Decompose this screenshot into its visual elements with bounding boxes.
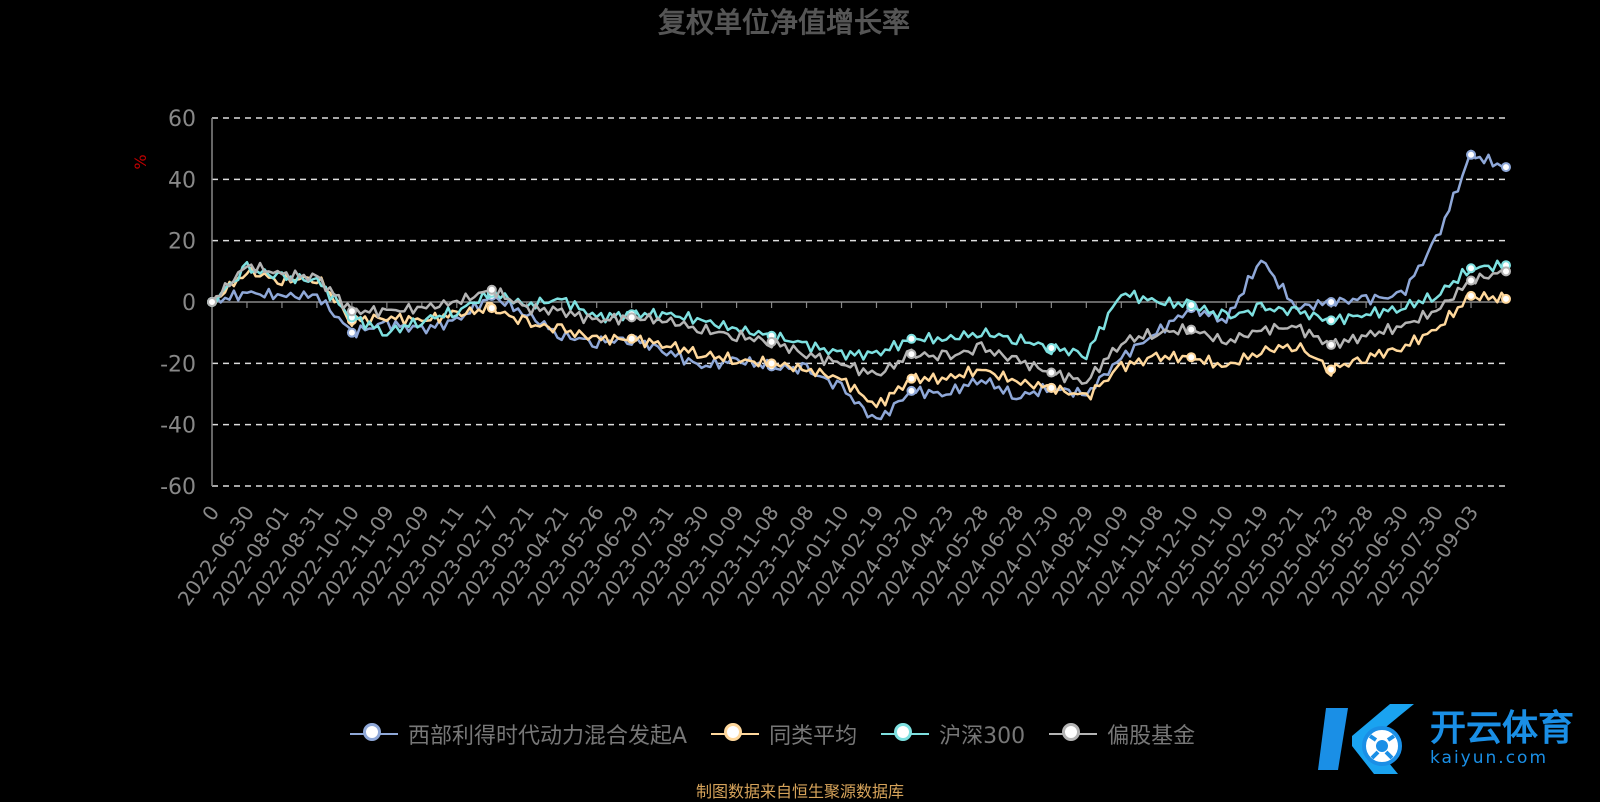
data-point (346, 306, 357, 317)
legend-label: 沪深300 (939, 724, 1026, 749)
data-point (1466, 149, 1477, 160)
data-point (1186, 300, 1197, 311)
legend-item-peer-average[interactable]: 同类平均 (711, 718, 857, 750)
data-point (766, 336, 777, 347)
data-point (626, 312, 637, 323)
series-line (211, 259, 1507, 361)
data-point (346, 327, 357, 338)
data-point (906, 373, 917, 384)
brand-domain: kaiyun.com (1430, 748, 1549, 768)
brand-name: 开云体育 (1430, 708, 1575, 749)
data-point (906, 385, 917, 396)
data-point (906, 333, 917, 344)
data-point (766, 358, 777, 369)
data-point (1466, 263, 1477, 274)
data-point (1326, 339, 1337, 350)
data-point (1326, 315, 1337, 326)
series-line (211, 266, 1508, 409)
series-line (211, 149, 1507, 421)
data-point (207, 297, 217, 307)
data-point (906, 349, 917, 360)
legend-symbol-icon (350, 722, 398, 746)
x-tick-label: 0 (197, 501, 224, 525)
legend-symbol-icon (881, 722, 930, 746)
data-point (1186, 324, 1197, 335)
y-tick-label: 40 (168, 168, 196, 193)
legend-item-fund[interactable]: 西部利得时代动力混合发起A (350, 718, 687, 750)
series-line (211, 261, 1507, 385)
kaiyun-logo-icon (1318, 704, 1414, 774)
data-point (1326, 297, 1337, 307)
y-tick-label: -40 (160, 414, 196, 439)
data-source-note: 制图数据来自恒生聚源数据库 (695, 782, 904, 801)
legend: 西部利得时代动力混合发起A 同类平均 沪深300 偏股基金 (350, 718, 1195, 750)
data-point (1501, 293, 1511, 304)
legend-item-csi300[interactable]: 沪深300 (881, 718, 1025, 750)
legend-item-equity-funds[interactable]: 偏股基金 (1049, 718, 1195, 750)
data-point (626, 333, 637, 344)
legend-label: 同类平均 (769, 724, 858, 749)
data-point (1501, 266, 1511, 277)
data-point (1326, 364, 1337, 375)
y-axis-label: % (131, 154, 150, 169)
brand-watermark: 开云体育 kaiyun.com (1318, 700, 1574, 778)
y-tick-label: 20 (168, 230, 196, 255)
legend-symbol-icon (1049, 722, 1098, 746)
y-tick-label: 60 (168, 107, 196, 132)
legend-label: 偏股基金 (1107, 724, 1196, 749)
data-point (1046, 367, 1057, 378)
legend-label: 西部利得时代动力混合发起A (408, 724, 688, 749)
legend-symbol-icon (711, 722, 760, 746)
data-point (1186, 352, 1197, 363)
y-tick-label: 0 (182, 291, 196, 316)
chart-title: 复权单位净值增长率 (658, 6, 910, 39)
data-point (486, 284, 497, 295)
y-tick-label: -20 (160, 352, 196, 377)
data-point (1501, 162, 1511, 173)
y-tick-label: -60 (160, 475, 196, 500)
data-point (1046, 382, 1057, 393)
data-point (1046, 343, 1057, 353)
series-layer (207, 149, 1511, 421)
data-point (486, 303, 497, 314)
grid-layer (212, 117, 1506, 487)
data-point (1466, 290, 1477, 301)
line-chart: 复权单位净值增长率 % 6040200-20-40-6002022-06-302… (131, 6, 1511, 610)
data-point (1466, 275, 1477, 286)
